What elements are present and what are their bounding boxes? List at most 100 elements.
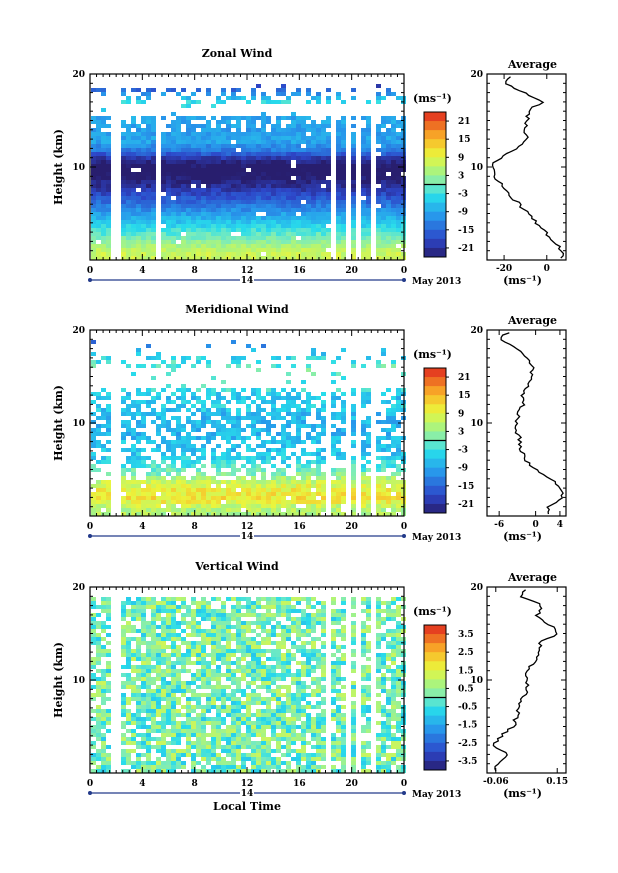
day-label-bg [240, 531, 254, 540]
heatmap-cell [156, 693, 161, 697]
heatmap-cell [251, 180, 256, 184]
heatmap-cell [191, 645, 196, 649]
heatmap-cell [351, 232, 356, 236]
heatmap-cell [106, 456, 111, 460]
heatmap-cell [106, 172, 111, 176]
heatmap-cell [241, 136, 246, 140]
heatmap-cell [141, 256, 146, 260]
heatmap-cell [126, 392, 131, 396]
heatmap-cell [91, 733, 96, 737]
heatmap-cell [161, 92, 166, 96]
heatmap-cell [181, 605, 186, 609]
heatmap-cell [196, 721, 201, 725]
heatmap-cell [296, 424, 301, 428]
heatmap-cell [311, 428, 316, 432]
heatmap-cell [176, 144, 181, 148]
heatmap-cell [156, 484, 161, 488]
heatmap-cell [306, 484, 311, 488]
heatmap-cell [381, 192, 386, 196]
heatmap-cell [311, 460, 316, 464]
heatmap-cell [136, 100, 141, 104]
heatmap-cell [196, 168, 201, 172]
heatmap-cell [151, 689, 156, 693]
heatmap-cell [286, 220, 291, 224]
heatmap-cell [211, 476, 216, 480]
heatmap-cell [266, 496, 271, 500]
heatmap-cell [286, 500, 291, 504]
heatmap-cell [161, 360, 166, 364]
heatmap-cell [176, 605, 181, 609]
heatmap-cell [201, 645, 206, 649]
heatmap-cell [221, 653, 226, 657]
heatmap-cell [91, 228, 96, 232]
heatmap-cell [216, 420, 221, 424]
heatmap-cell [121, 396, 126, 400]
heatmap-cell [121, 645, 126, 649]
heatmap-cell [351, 492, 356, 496]
heatmap-cell [351, 228, 356, 232]
heatmap-cell [376, 188, 381, 192]
heatmap-cell [241, 701, 246, 705]
heatmap-cell [366, 480, 371, 484]
heatmap-cell [206, 480, 211, 484]
heatmap-cell [141, 733, 146, 737]
heatmap-cell [141, 152, 146, 156]
heatmap-cell [331, 372, 336, 376]
heatmap-cell [291, 476, 296, 480]
heatmap-cell [201, 152, 206, 156]
heatmap-cell [96, 144, 101, 148]
heatmap-cell [256, 436, 261, 440]
heatmap-cell [191, 220, 196, 224]
heatmap-cell [221, 140, 226, 144]
heatmap-cell [331, 508, 336, 512]
heatmap-cell [141, 252, 146, 256]
heatmap-cell [146, 476, 151, 480]
heatmap-cell [251, 649, 256, 653]
heatmap-cell [321, 172, 326, 176]
heatmap-cell [311, 96, 316, 100]
heatmap-cell [176, 681, 181, 685]
heatmap-cell [396, 396, 401, 400]
heatmap-cell [216, 220, 221, 224]
heatmap-cell [131, 224, 136, 228]
heatmap-cell [331, 496, 336, 500]
heatmap-cell [261, 236, 266, 240]
heatmap-cell [161, 685, 166, 689]
heatmap-cell [186, 709, 191, 713]
heatmap-cell [216, 669, 221, 673]
heatmap-cell [236, 172, 241, 176]
heatmap-cell [181, 705, 186, 709]
heatmap-cell [336, 124, 341, 128]
heatmap-cell [166, 424, 171, 428]
heatmap-cell [391, 232, 396, 236]
profile-x-unit: (ms⁻¹) [503, 274, 542, 287]
heatmap-cell [281, 480, 286, 484]
heatmap-cell [161, 152, 166, 156]
heatmap-cell [201, 601, 206, 605]
heatmap-cell [316, 436, 321, 440]
heatmap-cell [306, 496, 311, 500]
heatmap-cell [281, 116, 286, 120]
heatmap-cell [326, 120, 331, 124]
heatmap-cell [186, 741, 191, 745]
heatmap-cell [381, 180, 386, 184]
colorbar-swatch [424, 175, 446, 185]
heatmap-cell [186, 400, 191, 404]
heatmap-cell [196, 669, 201, 673]
heatmap-cell [366, 492, 371, 496]
heatmap-cell [181, 184, 186, 188]
heatmap-cell [236, 396, 241, 400]
heatmap-cell [296, 152, 301, 156]
heatmap-cell [276, 216, 281, 220]
heatmap-cell [216, 500, 221, 504]
heatmap-cell [236, 180, 241, 184]
heatmap-cell [121, 725, 126, 729]
heatmap-cell [316, 148, 321, 152]
heatmap-cell [241, 689, 246, 693]
profile-x-tick-label: 4 [557, 520, 563, 530]
heatmap-cell [216, 456, 221, 460]
heatmap-cell [261, 100, 266, 104]
heatmap-cell [181, 228, 186, 232]
heatmap-cell [246, 124, 251, 128]
heatmap-cell [336, 504, 341, 508]
